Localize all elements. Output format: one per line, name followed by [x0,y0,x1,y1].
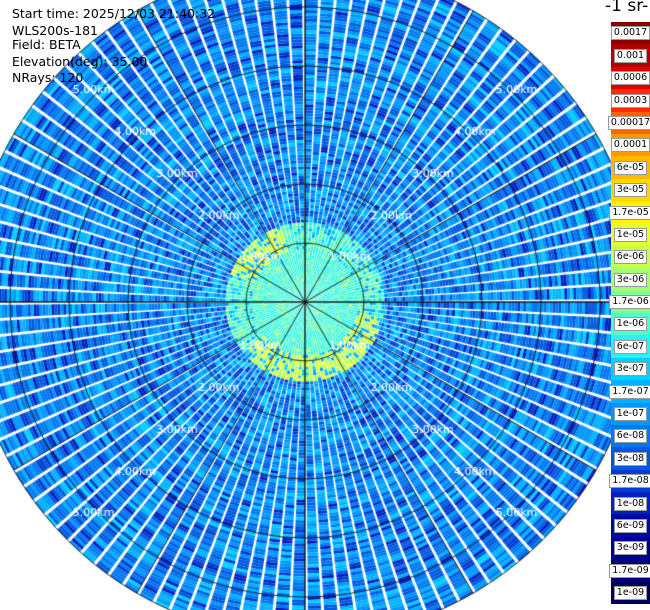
instrument-text: WLS200s-181 [12,23,98,38]
colorbar-bin: 6e-07 [611,335,650,359]
colorbar-tick-label: 1e-06 [613,317,648,332]
colorbar-bin: 3e-08 [611,447,650,471]
colorbar-tick-label: 3e-09 [613,541,648,556]
colorbar-tick-label: 0.00017 [607,115,650,130]
colorbar-unit-label: -1 sr- [605,0,649,16]
colorbar-bin: 1.7e-09 [609,559,650,583]
colorbar-tick-label: 1.7e-07 [609,384,650,399]
colorbar-tick-label: 1.7e-08 [609,474,650,489]
colorbar-tick-label: 1e-09 [613,586,648,601]
colorbar-bin: 0.0003 [610,89,650,113]
colorbar-tick-label: 1e-05 [613,227,648,242]
colorbar-bin: 6e-05 [611,156,650,180]
colorbar-tick-label: 1e-07 [613,406,648,421]
colorbar-bin: 3e-05 [611,178,650,202]
colorbar-bin: 1e-05 [611,223,650,247]
colorbar-tick-label: 1.7e-06 [609,295,650,310]
colorbar-bin: 1.7e-08 [609,469,650,493]
colorbar-tick-label: 0.0017 [610,26,650,41]
colorbar-tick-label: 0.001 [613,48,648,63]
colorbar-bin: 0.0017 [610,22,650,45]
colorbar-tick-label: 3e-05 [613,183,648,198]
colorbar-tick-label: 6e-07 [613,339,648,354]
colorbar-tick-label: 1.7e-09 [609,563,650,578]
colorbar-bin: 1e-08 [611,492,650,515]
colorbar-tick-label: 6e-09 [613,518,648,533]
colorbar-bin: 0.00017 [607,111,650,135]
colorbar-bin: 1.7e-07 [609,380,650,404]
colorbar-bin: 0.0006 [610,66,650,90]
colorbar-bin: 3e-06 [611,268,650,292]
field-text: Field: BETA [12,37,81,52]
colorbar-bin: 0.0001 [610,133,650,157]
colorbar-tick-label: 6e-06 [613,250,648,265]
elevation-text: Elevation(deg): 35.00 [12,54,148,69]
colorbar-tick-label: 0.0003 [610,93,650,108]
colorbar-tick-label: 3e-08 [613,451,648,466]
colorbar-bin: 3e-09 [611,536,650,560]
colorbar-tick-label: 3e-06 [613,272,648,287]
colorbar-bin: 6e-09 [611,514,650,538]
colorbar-tick-label: 6e-05 [613,160,648,175]
colorbar-tick-label: 6e-08 [613,429,648,444]
colorbar-tick-label: 1.7e-05 [609,205,650,220]
colorbar-bin: 3e-07 [611,357,650,381]
colorbar-bin: 6e-08 [611,424,650,448]
colorbar-bin: 1.7e-05 [609,201,650,224]
colorbar-tick-label: 0.0001 [610,138,650,153]
colorbar-tick-label: 3e-07 [613,362,648,377]
colorbar-bin: 1e-07 [611,402,650,426]
colorbar-bin: 1.7e-06 [609,290,650,314]
colorbar-bin: 1e-09 [611,581,650,605]
colorbar-tick-label: 0.0006 [610,71,650,86]
colorbar-bin: 6e-06 [611,245,650,269]
colorbar-bin: 1e-06 [611,313,650,336]
start-time-text: Start time: 2025/12/03 21:40:32 [12,6,216,21]
colorbar-tick-label: 1e-08 [613,496,648,511]
nrays-text: NRays: 120 [12,70,84,85]
colorbar-bin: 0.001 [611,44,650,68]
